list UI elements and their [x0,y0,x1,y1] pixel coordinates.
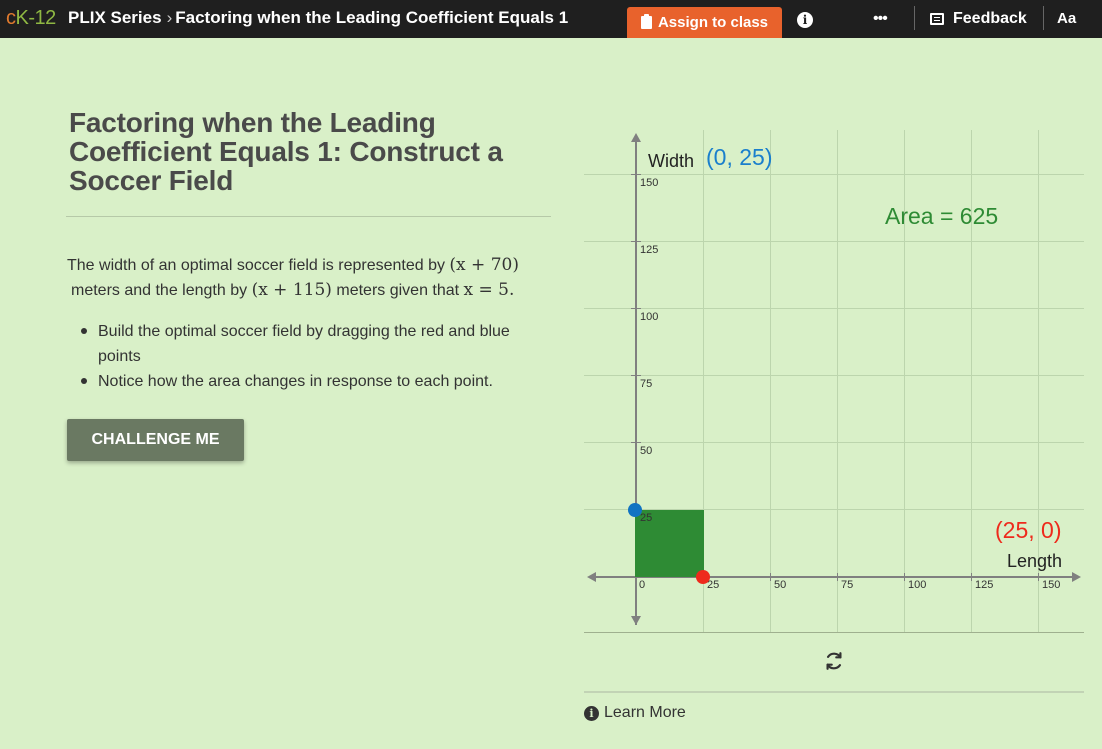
more-options-icon[interactable]: ••• [873,10,888,27]
info-icon: i [584,705,599,721]
y-tick-label: 125 [640,244,659,256]
gridline [584,509,1084,510]
gridline [770,130,771,632]
assign-to-class-button[interactable]: Assign to class [627,7,782,38]
x-tick-label: 125 [975,579,994,591]
soccer-field-rectangle [635,510,704,577]
gridline [584,308,1084,309]
list-item: Build the optimal soccer field by draggi… [80,319,550,369]
feedback-label: Feedback [953,10,1027,27]
footer-divider [584,691,1084,693]
learn-more-label: Learn More [604,704,686,721]
intro-text-part: meters and the length by [71,282,252,299]
tick-mark [631,241,641,242]
breadcrumb-series[interactable]: PLIX Series [68,8,162,27]
tick-mark [631,442,641,443]
x-tick-label: 100 [908,579,927,591]
gridline [584,174,1084,175]
intro-text-part: The width of an optimal soccer field is … [67,257,450,274]
math-width-expression: (x + 70) [449,255,519,275]
math-x-value: x = 5 [463,280,510,300]
gridline [584,375,1084,376]
breadcrumb-separator: › [166,8,173,27]
y-axis [635,140,637,625]
challenge-me-button[interactable]: CHALLENGE ME [67,419,244,461]
logo-k12: K-12 [15,7,57,29]
arrow-right-icon [1072,572,1081,582]
tick-mark [770,573,771,581]
x-tick-label: 50 [774,579,787,591]
breadcrumb: PLIX Series › Factoring when the Leading C… [68,8,568,28]
feedback-button[interactable]: Feedback [930,10,1027,28]
y-tick-label: 150 [640,177,659,189]
tick-mark [971,573,972,581]
x-tick-label: 0 [639,579,646,591]
title-divider [66,216,551,217]
y-axis-label: Width [648,151,695,171]
font-size-button[interactable]: Aa [1057,10,1077,27]
list-item: Notice how the area changes in response … [80,369,550,394]
instruction-list: Build the optimal soccer field by draggi… [80,319,550,394]
y-tick-label: 100 [640,311,659,323]
area-readout: Area = 625 [885,203,999,229]
intro-text-part: meters given that [331,282,464,299]
gridline [703,130,704,632]
x-axis-label: Length [1007,551,1063,571]
x-tick-label: 25 [707,579,720,591]
blue-point-coordinates: (0, 25) [706,144,773,170]
logo-c: c [6,7,16,29]
red-point-coordinates: (25, 0) [995,517,1062,543]
gridline [837,130,838,632]
intro-text: The width of an optimal soccer field is … [67,253,567,303]
divider [1043,6,1044,30]
assign-label: Assign to class [657,14,769,31]
learn-more-link[interactable]: i Learn More [584,704,686,722]
divider [914,6,915,30]
refresh-icon[interactable] [823,650,845,672]
feedback-icon [930,13,944,25]
gridline [971,130,972,632]
tick-mark [631,174,641,175]
graph-divider [584,632,1084,633]
page-title: Factoring when the Leading Coefficient E… [69,107,503,196]
gridline [1038,130,1039,632]
x-tick-label: 75 [841,579,854,591]
gridline [584,241,1084,242]
arrow-left-icon [587,572,596,582]
y-tick-label: 50 [640,445,653,457]
tick-mark [631,308,641,309]
blue-width-point[interactable] [628,503,642,517]
x-axis [589,576,1075,578]
red-length-point[interactable] [696,570,710,584]
tick-mark [631,375,641,376]
y-tick-label: 75 [640,378,653,390]
info-icon[interactable]: i [797,12,813,28]
clipboard-icon [640,14,652,29]
math-length-expression: (x + 115) [251,280,332,300]
x-tick-label: 150 [1042,579,1061,591]
y-tick-label: 25 [640,512,653,524]
gridline [584,442,1084,443]
top-bar: cK-12 PLIX Series › Factoring when the Lea… [0,0,1102,38]
gridline [904,130,905,632]
ck12-logo[interactable]: cK-12 [6,6,56,30]
tick-mark [1038,573,1039,581]
tick-mark [837,573,838,581]
arrow-up-icon [631,133,641,142]
breadcrumb-page: Factoring when the Leading Coefficient E… [175,8,569,27]
intro-text-part: . [509,280,515,300]
tick-mark [904,573,905,581]
arrow-down-icon [631,616,641,625]
soccer-field-graph: 150 125 100 75 50 0 25 50 75 100 125 150… [584,130,1084,632]
